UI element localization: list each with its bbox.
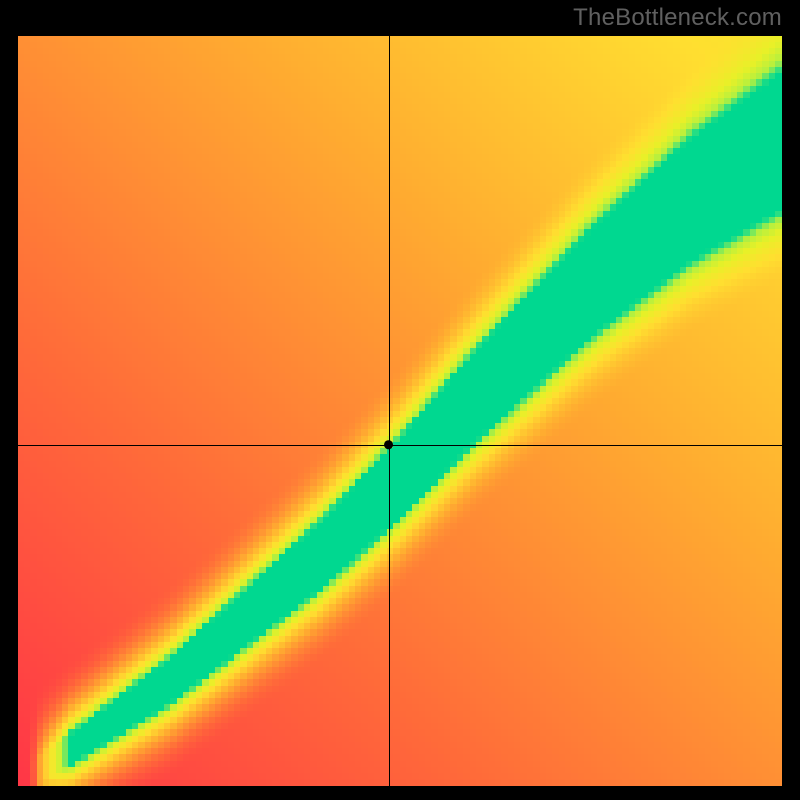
figure-container: TheBottleneck.com [0,0,800,800]
watermark-text: TheBottleneck.com [573,4,782,32]
heatmap-plot [18,36,782,786]
heatmap-canvas [18,36,782,786]
